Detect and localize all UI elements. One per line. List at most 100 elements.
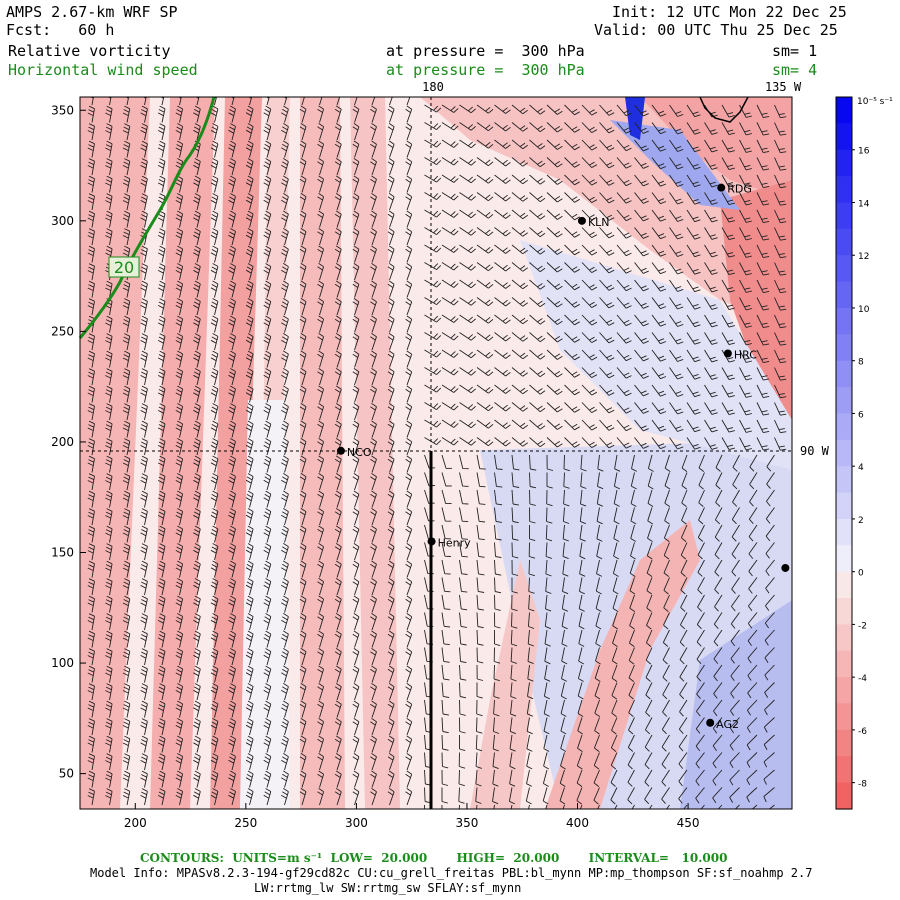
wind-barb — [263, 700, 272, 718]
wind-barb — [669, 262, 684, 275]
wind-barb — [441, 104, 459, 113]
wind-barb — [370, 490, 377, 508]
wind-barb — [669, 402, 684, 415]
wind-barb — [564, 297, 580, 308]
wind-barb — [299, 140, 307, 158]
wind-barb — [140, 490, 148, 508]
wind-barb — [228, 560, 236, 578]
wind-barb — [299, 735, 307, 753]
wind-barb — [511, 122, 528, 132]
wind-barb — [157, 473, 166, 491]
wind-barb — [352, 455, 360, 473]
wind-barb — [140, 158, 148, 176]
wind-barb — [494, 279, 511, 289]
colorbar-segment — [836, 281, 852, 309]
wind-barb — [352, 525, 360, 543]
wind-barb — [616, 244, 632, 257]
wind-barb — [494, 384, 511, 394]
wind-barb — [140, 455, 148, 473]
wind-barb — [370, 175, 377, 193]
wind-barb — [599, 244, 615, 256]
wind-barb — [105, 753, 113, 771]
wind-barb — [228, 140, 236, 158]
colorbar-segment — [836, 571, 852, 599]
wind-barb — [87, 718, 95, 736]
wind-barb — [228, 578, 236, 596]
colorbar-segment — [836, 228, 852, 256]
wind-barb — [87, 228, 95, 246]
wind-barb — [651, 244, 667, 257]
wind-barb — [334, 385, 342, 403]
x-tick-label: 300 — [345, 816, 368, 830]
wind-barb — [774, 209, 787, 224]
wind-barb — [561, 612, 568, 630]
wind-barb — [317, 280, 325, 298]
wind-barb — [317, 315, 325, 333]
wind-barb — [596, 559, 603, 577]
wind-barb — [542, 769, 549, 787]
wind-barb — [476, 629, 484, 646]
wind-barb — [511, 279, 528, 290]
wind-barb — [578, 594, 585, 612]
wind-barb — [494, 367, 511, 377]
wind-barb — [245, 280, 254, 298]
wind-barb — [545, 804, 548, 809]
wind-barb — [424, 349, 442, 358]
wind-barb — [299, 263, 307, 281]
wind-barb — [122, 438, 131, 456]
wind-barb — [122, 210, 131, 228]
y-tick-label: 200 — [51, 435, 74, 449]
wind-barb — [651, 349, 667, 362]
wind-barb — [476, 139, 494, 149]
wind-barb — [122, 333, 131, 351]
wind-barb — [370, 333, 377, 351]
wind-barb — [317, 245, 325, 263]
wind-barb — [634, 157, 649, 169]
wind-barb — [616, 227, 632, 239]
wind-barb — [476, 647, 484, 664]
wind-barb — [666, 804, 670, 809]
wind-barb — [405, 263, 413, 281]
wind-barb — [87, 630, 95, 648]
wind-barb — [317, 298, 325, 316]
wind-barb — [680, 559, 688, 577]
wind-barb — [459, 629, 467, 646]
wind-barb — [441, 629, 450, 646]
wind-barb — [704, 174, 718, 188]
wind-barb — [686, 297, 701, 310]
wind-barb — [370, 403, 377, 421]
wind-barb — [87, 525, 95, 543]
wind-barb — [299, 105, 307, 123]
wind-barb — [387, 700, 395, 718]
colorbar-segment — [836, 782, 852, 810]
wind-barb — [595, 612, 602, 630]
wind-barb — [175, 315, 184, 333]
wind-barb — [651, 122, 667, 135]
wind-barb — [228, 455, 236, 473]
wind-barb — [210, 123, 219, 141]
colorbar-segment — [836, 202, 852, 230]
wind-barb — [544, 664, 551, 682]
wind-barb — [334, 648, 342, 666]
wind-barb — [476, 402, 494, 412]
wind-barb — [629, 577, 636, 595]
wind-barb — [721, 297, 735, 311]
wind-barb — [441, 122, 459, 131]
wind-barb — [646, 559, 653, 577]
colorbar-segment — [836, 360, 852, 388]
wind-barb — [122, 280, 131, 298]
wind-barb — [511, 402, 528, 412]
wind-barb — [560, 682, 567, 700]
wind-barb — [645, 664, 653, 682]
wind-barb — [352, 298, 360, 316]
wind-barb — [695, 769, 705, 787]
wind-barb — [245, 385, 254, 403]
wind-barb — [263, 193, 272, 211]
wind-barb — [644, 769, 653, 787]
wind-barb — [424, 122, 442, 130]
wind-barb — [563, 489, 570, 507]
wind-barb — [175, 735, 184, 753]
wind-barb — [263, 508, 272, 526]
wind-barb — [210, 403, 219, 421]
wind-barb — [299, 315, 307, 333]
